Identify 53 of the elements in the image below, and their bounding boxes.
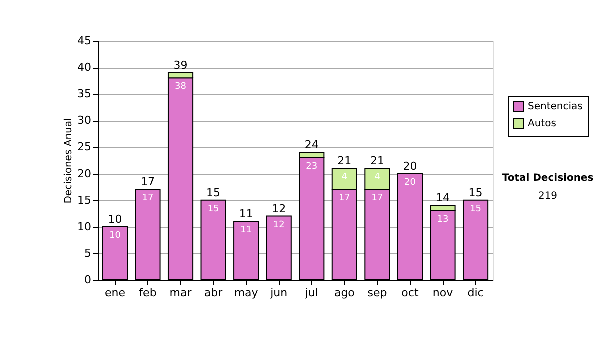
y-tick-label: 15 (78, 194, 92, 207)
legend-label: Autos (528, 118, 556, 130)
total-label: 10 (108, 212, 122, 226)
total-label: 21 (370, 154, 384, 168)
y-tick-label: 5 (84, 246, 92, 260)
x-tick-label: jul (304, 286, 318, 300)
y-tick-label: 45 (78, 34, 92, 48)
data-label: 17 (338, 194, 350, 204)
data-label: 11 (240, 226, 252, 236)
data-label: 23 (306, 162, 318, 172)
data-label: 20 (404, 178, 416, 188)
y-tick-label: 40 (78, 61, 92, 74)
x-tick-label: jun (270, 286, 288, 300)
x-tick-label: ago (334, 286, 356, 300)
x-tick-label: dic (468, 286, 484, 300)
total-label: 39 (174, 58, 188, 72)
y-axis-title: Decisiones Anual (64, 118, 75, 204)
total-label: 20 (403, 160, 418, 173)
x-tick-label: oct (402, 286, 420, 300)
data-label: 12 (273, 220, 285, 230)
data-label: 4 (342, 172, 348, 182)
x-tick-label: ene (104, 286, 126, 300)
text: 219 (538, 191, 558, 202)
data-label: 38 (175, 82, 187, 92)
y-tick-label: 0 (84, 274, 92, 286)
x-tick-label: may (234, 286, 259, 300)
total-label: 15 (468, 186, 483, 200)
total-label: 14 (436, 192, 450, 205)
y-tick-label: 10 (78, 220, 92, 234)
total-label: 17 (140, 176, 155, 189)
data-label: 15 (470, 204, 482, 214)
data-label: 10 (109, 230, 122, 241)
total-label: 15 (206, 186, 221, 200)
total-label: 24 (304, 138, 319, 152)
x-tick-label: abr (204, 286, 224, 300)
y-tick-label: 30 (78, 114, 92, 128)
total-label: 12 (272, 202, 286, 216)
legend-label: Sentencias (528, 102, 583, 112)
x-tick-label: mar (170, 286, 192, 300)
data-label: 17 (372, 194, 384, 204)
data-label: 4 (374, 172, 381, 182)
x-tick-label: nov (432, 286, 454, 300)
x-tick-label: sep (368, 286, 388, 300)
data-label: 13 (437, 214, 449, 225)
total-label: 21 (338, 154, 352, 168)
y-tick-label: 25 (78, 140, 92, 154)
y-tick-label: 35 (78, 88, 92, 101)
x-tick-label: feb (139, 286, 157, 300)
text: Total Decisiones (502, 173, 594, 184)
y-tick-label: 20 (78, 167, 92, 180)
data-label: 15 (208, 204, 220, 214)
data-label: 17 (142, 194, 154, 204)
total-label: 11 (239, 208, 254, 221)
